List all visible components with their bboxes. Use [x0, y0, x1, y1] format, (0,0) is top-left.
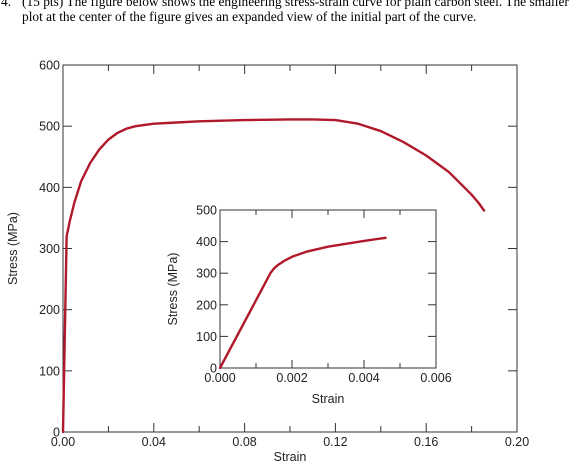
main-x-tick-label: 0.12	[323, 435, 347, 449]
main-stress-strain-curve	[61, 118, 486, 434]
main-y-tick-label: 400	[39, 181, 60, 195]
main-x-tick-label: 0.20	[505, 435, 529, 449]
main-y-tick-label: 300	[39, 242, 60, 256]
inset-x-tick-label: 0.004	[348, 371, 379, 385]
inset-y-tick-label: 400	[196, 235, 217, 249]
inset-y-axis-title: Stress (MPa)	[166, 253, 180, 326]
inset-y-tick-label: 500	[196, 204, 217, 218]
inset-plot-frame	[219, 209, 437, 369]
main-y-tick-label: 500	[39, 120, 60, 134]
inset-x-tick-label: 0.006	[420, 371, 451, 385]
main-x-tick-label: 0.00	[51, 435, 75, 449]
inset-y-tick-label: 200	[196, 298, 217, 312]
question-prompt: (15 pts) The figure below shows the engi…	[22, 0, 569, 24]
main-x-tick-label: 0.08	[232, 435, 256, 449]
main-y-tick-label: 200	[39, 303, 60, 317]
inset-y-tick-label: 300	[196, 267, 217, 281]
main-y-tick-label: 600	[39, 59, 60, 73]
inset-chart: 0.000 0.002 0.004 0.006 0 100 200 300 400 500 Stra…	[166, 204, 452, 407]
inset-y-tick-label: 0	[210, 362, 217, 376]
question-number: 4.	[1, 0, 12, 9]
inset-x-axis-title: Strain	[312, 392, 345, 406]
inset-stress-strain-curve	[218, 236, 387, 370]
main-x-axis-title: Strain	[274, 450, 307, 464]
main-x-tick-label: 0.16	[414, 435, 438, 449]
main-y-axis-title: Stress (MPa)	[6, 212, 20, 285]
inset-x-tick-label: 0.002	[276, 371, 307, 385]
main-y-tick-label: 0	[53, 426, 60, 440]
main-y-tick-label: 100	[39, 364, 60, 378]
inset-x-tick-label: 0.000	[204, 371, 235, 385]
main-x-tick-label: 0.04	[142, 435, 166, 449]
inset-y-tick-label: 100	[196, 330, 217, 344]
main-chart: 0.00 0.04 0.08 0.12 0.16 0.20 0 100 200 300 400 500…	[6, 59, 529, 465]
